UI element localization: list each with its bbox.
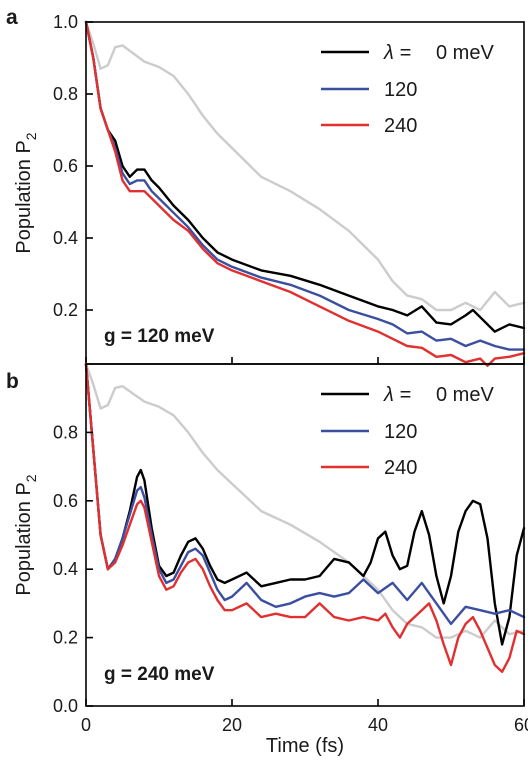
legend-label-a-0: 0 meV bbox=[436, 42, 494, 64]
panel-b-y-tick-label-1: 0.2 bbox=[53, 628, 78, 648]
legend-symbol-b: λ = bbox=[383, 384, 411, 406]
legend-label-b-0: 0 meV bbox=[436, 384, 494, 406]
panel-a-series-line-3 bbox=[84, 20, 526, 367]
legend-symbol-a: λ = bbox=[383, 42, 411, 64]
panel-b-series-line-2 bbox=[84, 362, 526, 626]
panel-b-y-tick-label-4: 0.8 bbox=[53, 422, 78, 442]
panel-b-x-tick-label-0: 0 bbox=[81, 715, 91, 735]
legend-label-a-2: 240 bbox=[384, 115, 417, 137]
panel-b-annotation: g = 240 meV bbox=[104, 664, 215, 685]
panel-b-x-tick-label-2: 40 bbox=[368, 715, 388, 735]
legend-label-a-1: 120 bbox=[384, 79, 417, 101]
panel-a-y-tick-label-4: 1.0 bbox=[53, 12, 78, 32]
panel-a-y-tick-label-2: 0.6 bbox=[53, 156, 78, 176]
panel-a-series-line-2 bbox=[84, 20, 526, 351]
panel-b-legend: λ = 0 meV 120 240 bbox=[321, 384, 494, 479]
panel-a-annotation: g = 120 meV bbox=[104, 326, 215, 347]
panel-b-series-line-1 bbox=[84, 362, 526, 646]
panel-b-y-axis-label: Population P2 bbox=[13, 474, 39, 595]
panel-a-legend: λ = 0 meV 120 240 bbox=[321, 42, 494, 137]
panel-b-series-group bbox=[84, 362, 526, 673]
panel-b-y-tick-label-2: 0.4 bbox=[53, 559, 78, 579]
panel-a-y-ticks: 0.2 0.4 0.6 0.8 1.0 bbox=[53, 12, 93, 320]
legend-label-b-1: 120 bbox=[384, 421, 417, 443]
panel-b-letter: b bbox=[6, 370, 19, 393]
panel-a-y-tick-label-0: 0.2 bbox=[53, 300, 78, 320]
panel-b-x-axis-label: Time (fs) bbox=[266, 735, 344, 757]
panel-a-y-axis-label: Population P2 bbox=[13, 132, 39, 253]
panel-b-series-line-3 bbox=[84, 362, 526, 673]
panel-a-letter: a bbox=[6, 6, 18, 29]
panel-b-y-tick-label-3: 0.6 bbox=[53, 491, 78, 511]
panel-b: b 0.00.20.40.60.8 0204060 Population P2 … bbox=[6, 362, 528, 757]
panel-a-y-tick-label-3: 0.8 bbox=[53, 84, 78, 104]
panel-b-x-tick-label-3: 60 bbox=[514, 715, 528, 735]
panel-b-axes-frame bbox=[85, 363, 525, 707]
panel-b-x-tick-label-1: 20 bbox=[222, 715, 242, 735]
panel-a-series-line-0 bbox=[84, 20, 526, 312]
panel-a-y-tick-label-1: 0.4 bbox=[53, 228, 78, 248]
panel-b-series-line-0 bbox=[84, 362, 526, 639]
panel-a-series-line-1 bbox=[84, 20, 526, 333]
panel-b-y-tick-label-0: 0.0 bbox=[53, 696, 78, 716]
panel-b-x-ticks: 0 20 40 60 bbox=[81, 699, 528, 735]
panel-b-y-ticks: 0.0 0.2 0.4 0.6 0.8 bbox=[53, 422, 93, 716]
legend-label-b-2: 240 bbox=[384, 457, 417, 479]
panel-a: a 0.2 0.4 0.6 0.8 1.0 Population P2 g = 120 … bbox=[6, 6, 526, 367]
panel-a-series-group bbox=[84, 20, 526, 367]
